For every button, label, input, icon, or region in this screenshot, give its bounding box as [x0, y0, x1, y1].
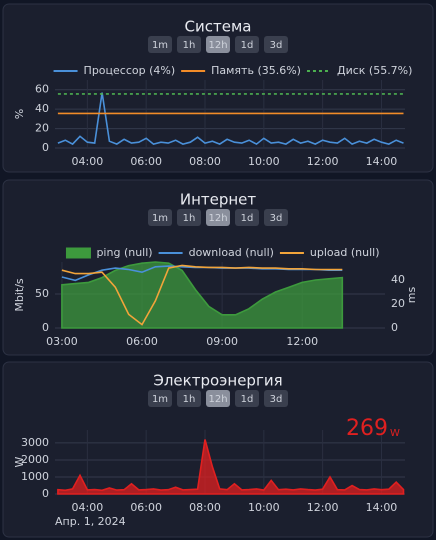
x-tick-label: 06:00	[126, 335, 158, 348]
x-tick-label: 04:00	[72, 155, 104, 168]
area	[57, 439, 405, 495]
range-button[interactable]	[206, 209, 230, 226]
range-button[interactable]	[264, 390, 288, 407]
legend-label: Процессор (4%)	[84, 64, 176, 77]
range-button-label: 1h	[183, 213, 196, 224]
range-button[interactable]	[177, 390, 201, 407]
x-tick-label: 06:00	[130, 501, 162, 514]
x-tick-label: 14:00	[366, 501, 398, 514]
legend-label: Диск (55.7%)	[337, 64, 412, 77]
range-button[interactable]	[235, 36, 259, 53]
y2-tick-label: 20	[391, 297, 405, 310]
area	[61, 261, 344, 329]
y-tick-label: 0	[42, 321, 49, 334]
y-tick-label: 40	[35, 102, 49, 115]
range-button-label: 3d	[270, 40, 283, 51]
line	[61, 264, 343, 326]
range-button-label: 3d	[270, 213, 283, 224]
legend-label: upload (null)	[310, 246, 380, 259]
x-tick-label: 08:00	[189, 155, 221, 168]
legend-label: ping (null)	[96, 246, 152, 259]
range-button-label: 1h	[183, 40, 196, 51]
panel	[2, 3, 434, 173]
x-tick-label: 09:00	[206, 335, 238, 348]
x-tick-label: 03:00	[46, 335, 78, 348]
legend-swatch	[65, 247, 91, 259]
y2-tick-label: 0	[391, 321, 398, 334]
chart-title: Электроэнергия	[153, 372, 282, 390]
y-axis-label: Mbit/s	[13, 278, 26, 312]
range-button-label: 1h	[183, 394, 196, 405]
range-button-label: 3d	[270, 394, 283, 405]
range-button-label: 12h	[208, 40, 227, 51]
range-button[interactable]	[148, 390, 172, 407]
range-button-label: 1d	[241, 394, 254, 405]
range-button-label: 12h	[208, 213, 227, 224]
current-unit: W	[390, 428, 400, 439]
y-axis-label: W	[13, 456, 26, 467]
range-button[interactable]	[148, 36, 172, 53]
y-tick-label: 0	[42, 141, 49, 154]
x-tick-label: 08:00	[189, 501, 221, 514]
y-axis-label: %	[13, 109, 26, 119]
y-tick-label: 1000	[21, 470, 49, 483]
current-value: 269	[346, 416, 388, 441]
range-button-label: 1m	[152, 213, 168, 224]
range-button-label: 1d	[241, 213, 254, 224]
range-button[interactable]	[264, 36, 288, 53]
y-tick-label: 0	[42, 487, 49, 500]
range-button[interactable]	[264, 209, 288, 226]
line	[57, 92, 404, 146]
range-button[interactable]	[148, 209, 172, 226]
range-button[interactable]	[206, 36, 230, 53]
y2-axis-label: ms	[405, 287, 418, 304]
range-button[interactable]	[177, 36, 201, 53]
range-button-label: 1m	[152, 40, 168, 51]
x-tick-label: 10:00	[248, 155, 280, 168]
range-button-label: 12h	[208, 394, 227, 405]
x-tick-label: 12:00	[286, 335, 318, 348]
range-button-label: 1m	[152, 394, 168, 405]
y-tick-label: 60	[35, 83, 49, 96]
x-tick-label: 06:00	[130, 155, 162, 168]
x-tick-label: 04:00	[72, 501, 104, 514]
x-tick-label: 12:00	[307, 501, 339, 514]
legend-label: Память (35.6%)	[211, 64, 301, 77]
y-tick-label: 2000	[21, 453, 49, 466]
range-button[interactable]	[235, 209, 259, 226]
x-tick-label: 10:00	[248, 501, 280, 514]
legend-label: download (null)	[189, 246, 274, 259]
y-tick-label: 20	[35, 122, 49, 135]
x-tick-label: 14:00	[366, 155, 398, 168]
range-button[interactable]	[177, 209, 201, 226]
range-button[interactable]	[235, 390, 259, 407]
y2-tick-label: 40	[391, 273, 405, 286]
range-button-label: 1d	[241, 40, 254, 51]
date-label: Апр. 1, 2024	[55, 515, 126, 528]
range-button[interactable]	[206, 390, 230, 407]
y-tick-label: 50	[35, 287, 49, 300]
chart-title: Интернет	[180, 191, 257, 209]
chart-title: Система	[185, 18, 252, 36]
y-tick-label: 3000	[21, 436, 49, 449]
x-tick-label: 12:00	[307, 155, 339, 168]
